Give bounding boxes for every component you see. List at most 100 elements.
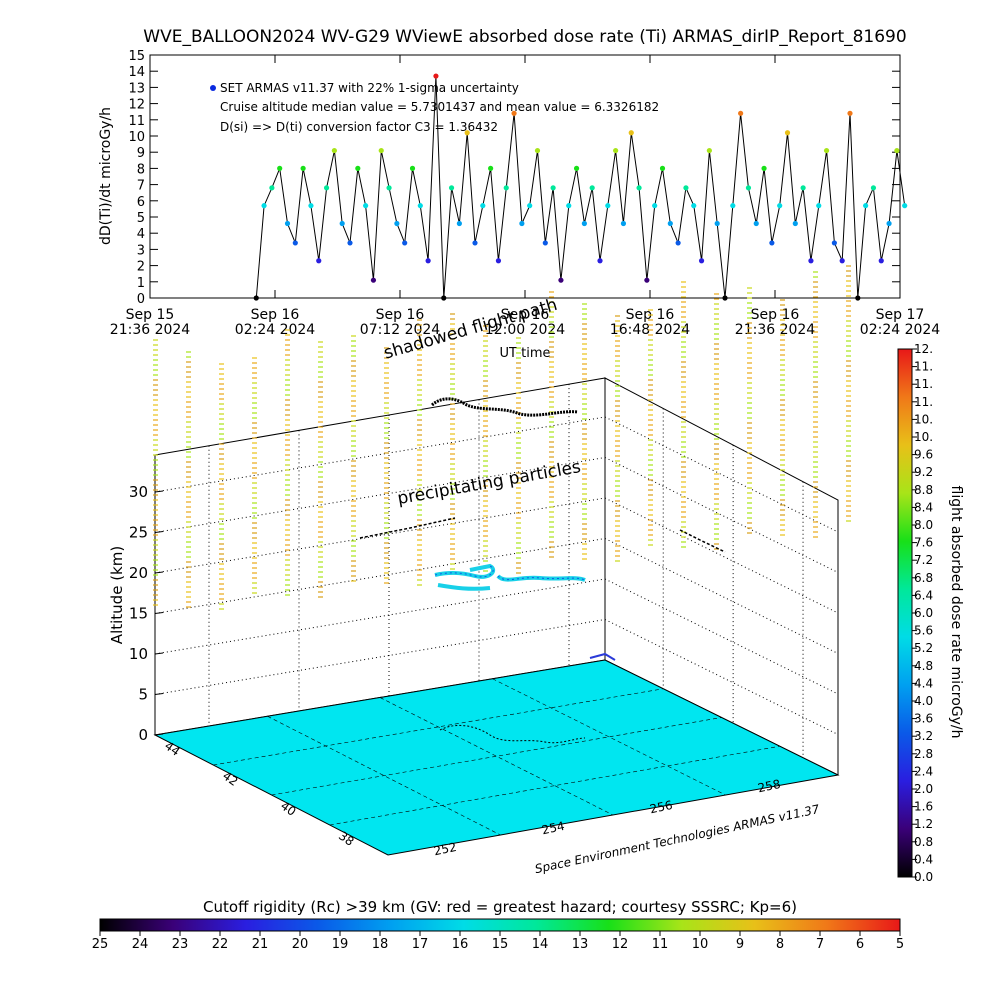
data-point (667, 220, 673, 227)
rigidity-tick-label: 11 (652, 937, 669, 952)
data-point (886, 220, 892, 227)
data-point (417, 203, 423, 209)
y-tick-label: 9 (137, 146, 145, 161)
data-point (503, 185, 509, 191)
data-point (902, 203, 908, 209)
data-point (472, 240, 478, 246)
data-point (855, 295, 861, 301)
data-point (777, 203, 783, 209)
data-point (331, 147, 337, 154)
x-tick-time: 02:24 2024 (860, 322, 941, 338)
data-point (605, 203, 611, 209)
data-point (581, 220, 587, 227)
wall-gridlines (154, 384, 839, 758)
y-tick-label: 4 (137, 227, 145, 242)
colorbar-tick-label: 11. (914, 395, 933, 409)
colorbar-tick-label: 10. (914, 412, 933, 426)
data-point (730, 203, 736, 209)
x-tick-time: 12:00 2024 (485, 322, 566, 338)
z-tick-mark (154, 531, 164, 533)
colorbar-tick-label: 8.8 (914, 483, 933, 497)
ground-surface (153, 659, 840, 856)
data-point (784, 130, 791, 136)
data-point (870, 185, 877, 191)
lon-tick-label: 258 (757, 777, 782, 795)
x-tick-day: Sep 17 (876, 307, 925, 323)
flight-path-top (431, 397, 579, 417)
data-point (253, 295, 259, 301)
z-tick-mark (154, 652, 164, 655)
data-point (488, 165, 494, 171)
y-tick-label: 3 (137, 243, 145, 258)
data-point (339, 220, 345, 227)
data-point (308, 203, 314, 209)
x-tick-time: 21:36 2024 (110, 322, 191, 338)
rigidity-tick-label: 17 (412, 937, 429, 952)
lon-tick-label: 252 (433, 840, 458, 858)
lon-tick-label: 254 (541, 819, 566, 837)
rigidity-tick-label: 8 (776, 937, 784, 952)
colorbar-label: flight absorbed dose rate microGy/h (948, 486, 964, 739)
data-point (808, 258, 814, 264)
z-tick-mark (154, 693, 164, 695)
rigidity-tick-label: 22 (212, 937, 229, 952)
floor-gridline (492, 678, 726, 796)
x-axis-label: UT time (500, 346, 551, 361)
data-point (722, 295, 728, 301)
data-point (394, 220, 400, 227)
wall-gridline (604, 538, 839, 654)
data-point (878, 258, 884, 264)
rigidity-tick-label: 13 (572, 937, 589, 952)
z-tick-mark (154, 571, 164, 574)
data-point (745, 185, 752, 191)
colorbar-tick-label: 6.4 (914, 588, 933, 602)
x-tick-time: 07:12 2024 (360, 322, 441, 338)
z-tick-label: 5 (138, 686, 148, 704)
z-tick-label: 15 (129, 605, 148, 623)
flight-path-colored-detail (434, 565, 586, 581)
rigidity-tick-label: 18 (372, 937, 389, 952)
data-point (464, 130, 470, 136)
colorbar-tick-label: 4.0 (914, 694, 933, 708)
y-tick-label: 14 (128, 65, 145, 80)
y-tick-label: 5 (137, 211, 145, 226)
colorbar-tick-label: 0.0 (914, 870, 933, 884)
data-point (355, 165, 361, 171)
data-point (316, 258, 322, 264)
precipitating-particle-field (153, 265, 851, 610)
series-line (255, 76, 906, 299)
data-point (511, 110, 517, 116)
data-point (441, 295, 447, 301)
data-point (573, 165, 580, 171)
rigidity-fill (99, 918, 901, 932)
rigidity-tick-label: 9 (736, 937, 744, 952)
x-tick-day: Sep 16 (376, 307, 425, 323)
colorbar-tick-label: 7.6 (914, 536, 933, 550)
x-tick-day: Sep 16 (251, 307, 300, 323)
colorbar-tick-label: 1.6 (914, 800, 933, 814)
rigidity-tick-label: 12 (612, 937, 629, 952)
lon-ticks: 252 254 256 258 (433, 777, 782, 858)
y-tick-label: 10 (128, 130, 145, 145)
colorbar-tick-label: 4.4 (914, 676, 933, 690)
data-point (534, 147, 541, 154)
colorbar-tick-label: 3.2 (914, 729, 933, 743)
colorbar-tick-label: 11. (914, 377, 933, 391)
lon-tick-label: 256 (649, 798, 674, 816)
colorbar-tick-label: 6.8 (914, 571, 933, 585)
data-point (675, 240, 681, 246)
x-tick-day: Sep 16 (501, 307, 550, 323)
z-tick-label: 0 (138, 726, 148, 744)
floor-gridlines (213, 678, 780, 836)
rigidity-tick-label: 25 (92, 937, 109, 952)
colorbar-tick-label: 2.0 (914, 782, 933, 796)
z-axis-label: Altitude (km) (108, 546, 126, 644)
floor-gridline (379, 697, 614, 816)
data-point (402, 240, 408, 246)
colorbar-tick-label: 12. (914, 342, 933, 356)
data-point (347, 240, 353, 246)
rigidity-tick-label: 19 (332, 937, 349, 952)
y-tick-label: 1 (137, 276, 145, 291)
